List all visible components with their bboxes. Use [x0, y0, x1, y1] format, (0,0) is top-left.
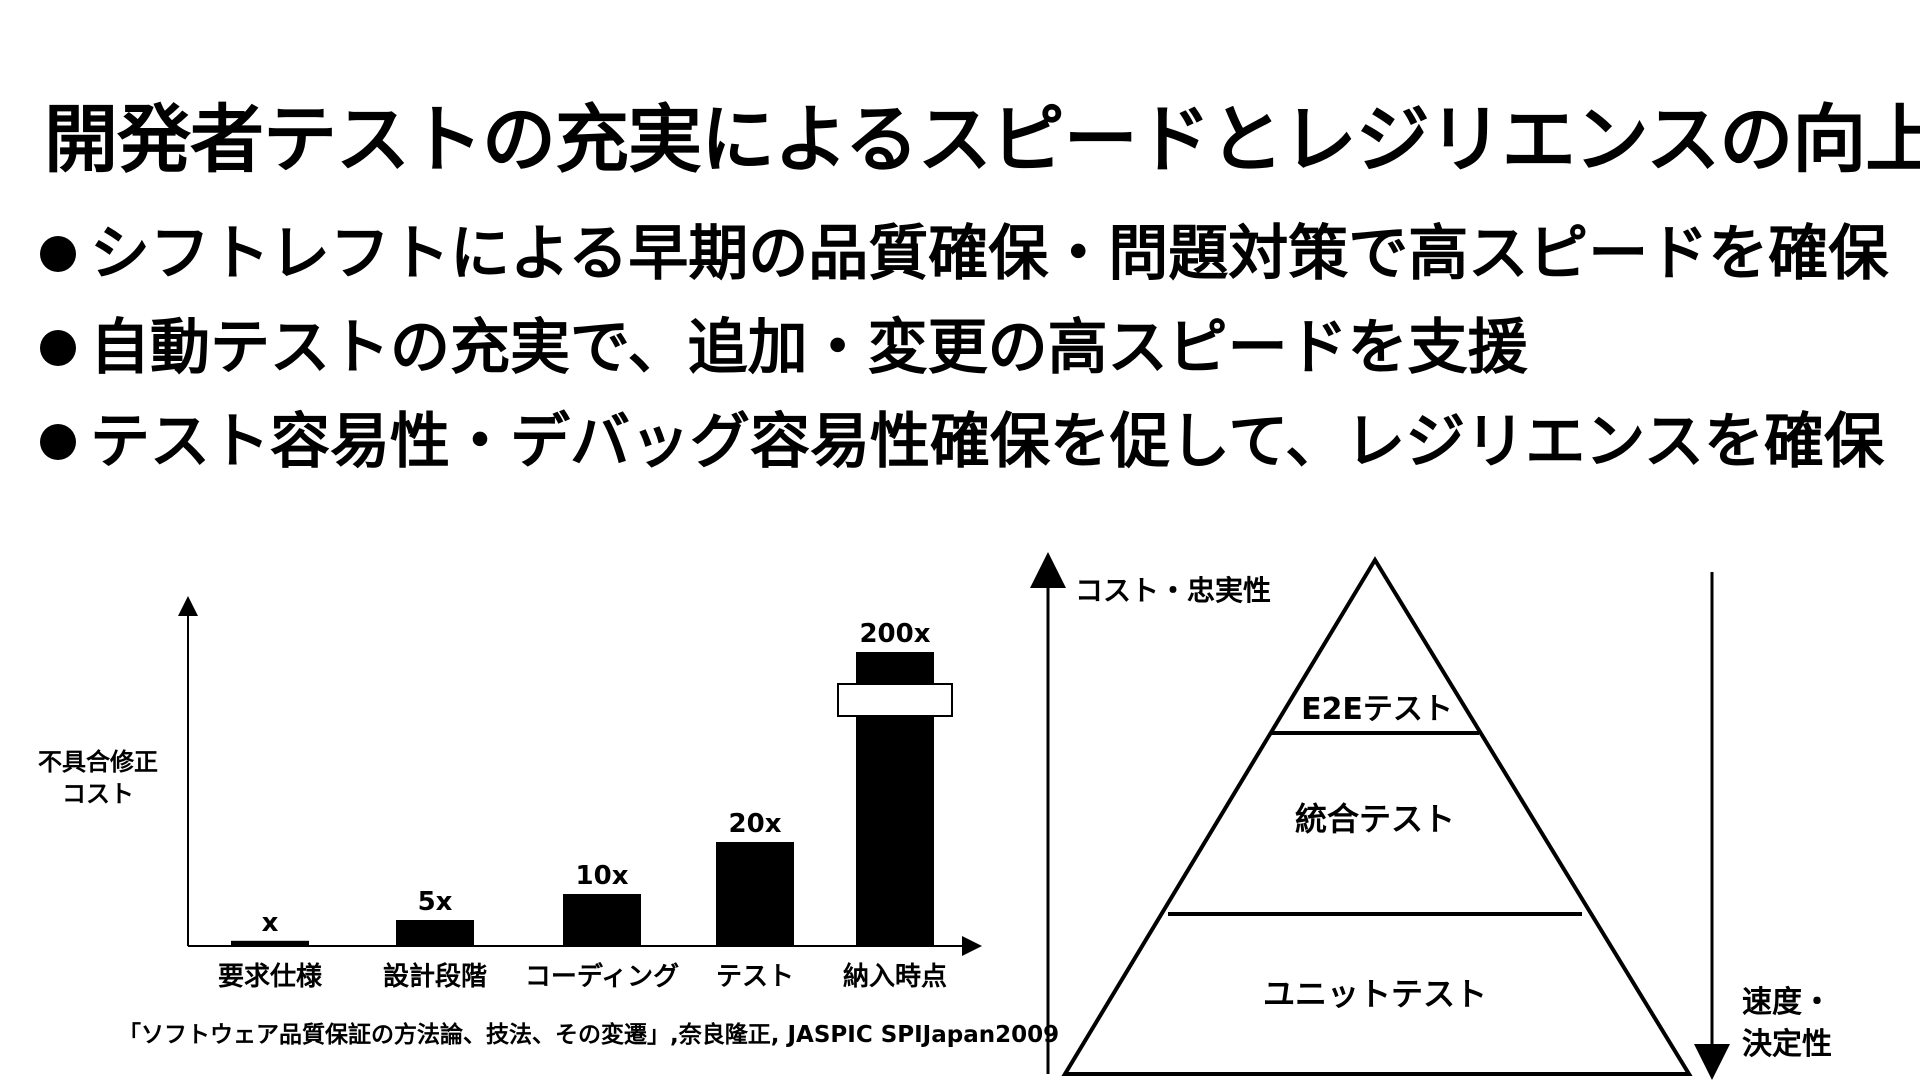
- bullet-list: シフトレフトによる早期の品質確保・問題対策で高スピードを確保 自動テストの充実で…: [40, 222, 1888, 504]
- bullet-text: シフトレフトによる早期の品質確保・問題対策で高スピードを確保: [90, 219, 1889, 289]
- slide-title: 開発者テストの充実によるスピードとレジリエンスの向上: [44, 97, 1920, 183]
- bullet-item: 自動テストの充実で、追加・変更の高スピードを支援: [40, 316, 1888, 380]
- bullet-dot-icon: [40, 236, 76, 272]
- y-axis-label-line1: 不具合修正: [38, 748, 158, 776]
- pyramid-layer-e2e: E2Eテスト: [1301, 692, 1453, 727]
- bullet-text: 自動テストの充実で、追加・変更の高スピードを支援: [90, 313, 1528, 383]
- bar-data-label: 20x: [729, 809, 782, 839]
- x-tick-label: コーディング: [525, 961, 679, 992]
- bar-3: [563, 894, 641, 946]
- x-tick-label: 設計段階: [383, 961, 487, 992]
- pyramid-layer-unit: ユニットテスト: [1263, 975, 1487, 1013]
- down-arrow-label-line1: 速度・: [1742, 985, 1832, 1020]
- bar-data-label: 200x: [859, 619, 930, 649]
- up-arrow-label: コスト・忠実性: [1075, 574, 1271, 607]
- bar-2: [396, 920, 474, 946]
- x-tick-label: テスト: [716, 962, 794, 992]
- bar-data-label: 10x: [576, 861, 629, 891]
- x-tick-label: 要求仕様: [218, 961, 323, 992]
- axis-break-marker: [837, 683, 953, 717]
- pyramid-outline: [1061, 556, 1693, 1076]
- x-tick-label: 納入時点: [843, 961, 947, 992]
- citation-text: 「ソフトウェア品質保証の方法論、技法、その変遷」,奈良隆正, JASPIC SP…: [118, 1022, 1060, 1048]
- y-axis-label-line2: コスト: [62, 780, 134, 808]
- bullet-text: テスト容易性・デバッグ容易性確保を促して、レジリエンスを確保: [90, 407, 1884, 477]
- bullet-dot-icon: [40, 330, 76, 366]
- bar-1: [231, 940, 309, 946]
- bar-4: [716, 842, 794, 946]
- pyramid-layer-integration: 統合テスト: [1295, 800, 1455, 838]
- bar-data-label: x: [262, 908, 279, 938]
- bar-group: x 要求仕様 5x 設計段階 10x コーディング 20x テスト 200x 納入時点: [218, 619, 953, 992]
- defect-cost-bar-chart: 不具合修正 コスト x 要求仕様 5x 設計段階 10x コーディング 20x テスト 200x…: [38, 596, 982, 992]
- bar-data-label: 5x: [418, 887, 453, 917]
- down-arrow-label-line2: 決定性: [1742, 1027, 1832, 1062]
- bullet-item: シフトレフトによる早期の品質確保・問題対策で高スピードを確保: [40, 222, 1888, 286]
- bullet-dot-icon: [40, 424, 76, 460]
- bullet-item: テスト容易性・デバッグ容易性確保を促して、レジリエンスを確保: [40, 410, 1888, 474]
